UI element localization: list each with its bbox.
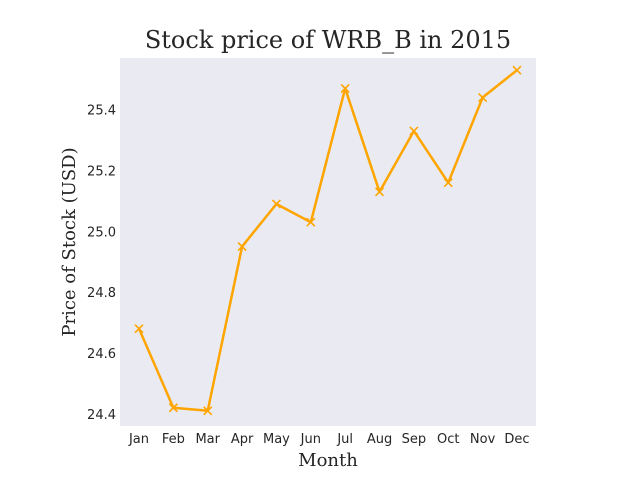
data-point-marker	[203, 406, 213, 416]
plot-area	[120, 58, 536, 426]
y-tick-label: 24.4	[87, 408, 116, 423]
y-axis-label: Price of Stock (USD)	[59, 147, 80, 336]
series-markers	[134, 65, 522, 416]
x-tick-label: Mar	[195, 432, 220, 447]
y-tick-label: 25.0	[87, 225, 116, 240]
x-tick-label: Jun	[300, 432, 321, 447]
data-point-marker	[512, 65, 522, 75]
x-tick-label: Apr	[231, 432, 254, 447]
data-point-marker	[134, 324, 144, 334]
data-point-marker	[237, 241, 247, 252]
data-point-marker	[168, 403, 178, 413]
data-point-marker	[443, 178, 453, 188]
y-tick-label: 24.6	[87, 347, 116, 362]
series-line	[137, 69, 518, 413]
x-axis-ticks: Jan Feb Mar Apr May Jun Jul Aug Sep Oct Nov Dec	[128, 432, 530, 447]
x-tick-label: Jan	[128, 432, 149, 447]
x-tick-label: Sep	[402, 432, 427, 447]
data-point-marker	[478, 92, 488, 103]
x-tick-label: Oct	[437, 432, 459, 447]
x-axis-label: Month	[298, 450, 358, 471]
y-tick-label: 25.2	[87, 165, 116, 180]
x-tick-label: May	[263, 432, 290, 447]
x-tick-label: Feb	[162, 432, 185, 447]
x-tick-label: Dec	[504, 432, 529, 447]
data-point-marker	[271, 199, 282, 209]
x-tick-label: Aug	[367, 432, 392, 447]
data-point-marker	[340, 83, 350, 93]
chart-title: Stock price of WRB_B in 2015	[145, 26, 511, 54]
x-tick-label: Jul	[336, 432, 353, 447]
data-point-marker	[374, 187, 385, 197]
y-tick-label: 25.4	[87, 104, 116, 119]
y-axis-ticks: 24.4 24.6 24.8 25.0 25.2 25.4	[87, 104, 116, 423]
x-tick-label: Nov	[470, 432, 496, 447]
y-tick-label: 24.8	[87, 286, 116, 301]
data-point-marker	[306, 217, 316, 227]
data-point-marker	[409, 126, 419, 136]
